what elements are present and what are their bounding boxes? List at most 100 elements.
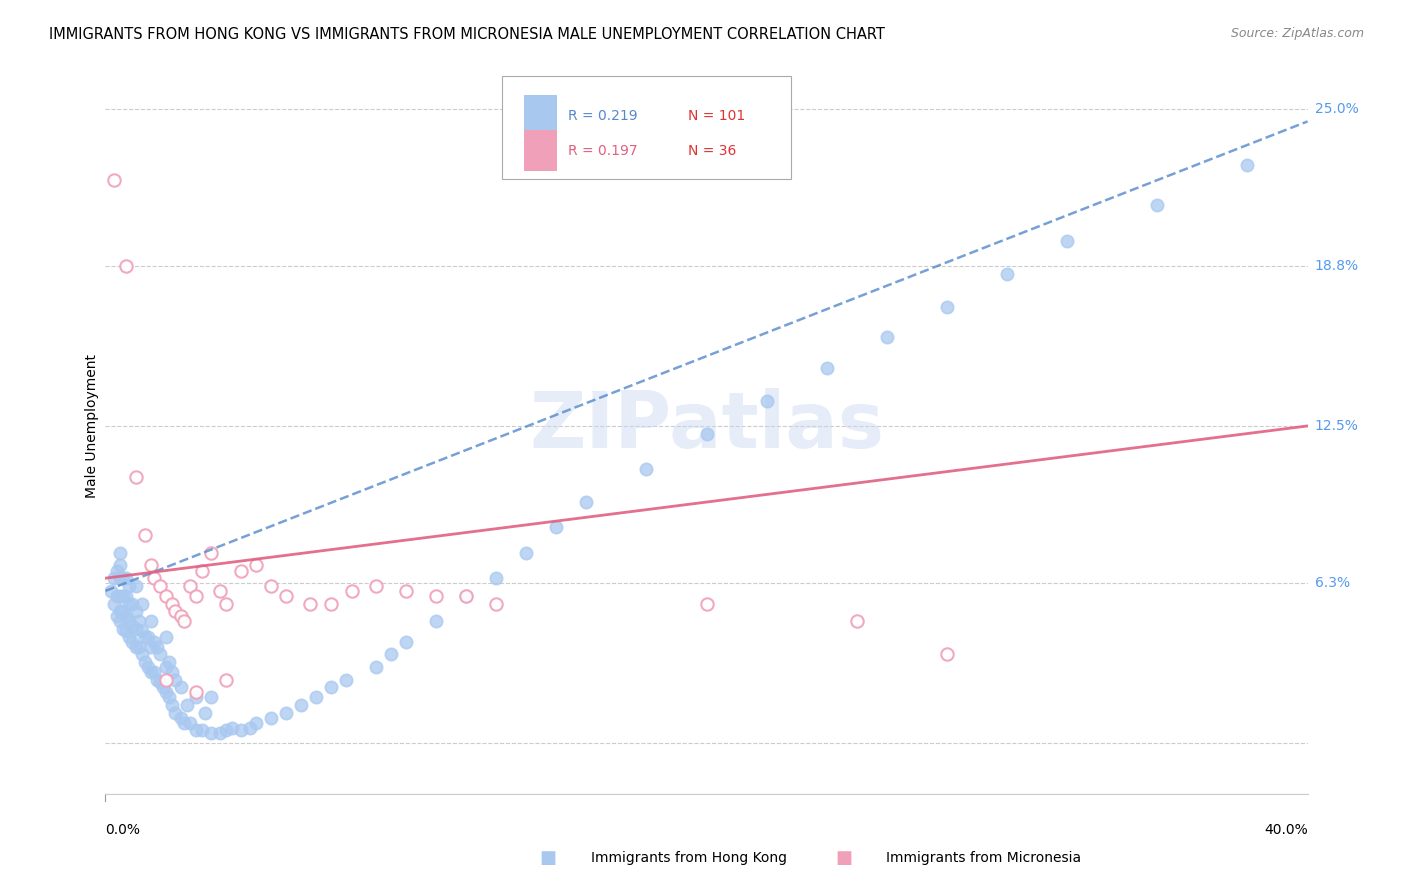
Bar <box>524 95 557 136</box>
Point <box>160 665 183 679</box>
Point <box>395 583 418 598</box>
Point <box>103 571 125 585</box>
Point <box>194 706 217 720</box>
Text: ■: ■ <box>835 849 852 867</box>
Point <box>169 711 191 725</box>
Point <box>239 721 262 735</box>
Point <box>200 690 222 705</box>
Point <box>155 673 177 687</box>
Point <box>229 564 252 578</box>
Point <box>454 589 477 603</box>
Point <box>148 579 170 593</box>
Point <box>1146 198 1168 212</box>
Point <box>112 571 135 585</box>
Point <box>208 583 231 598</box>
Point <box>124 640 146 654</box>
Point <box>139 640 162 654</box>
Point <box>118 597 141 611</box>
Point <box>155 630 177 644</box>
Point <box>100 583 122 598</box>
Point <box>936 300 959 314</box>
Point <box>176 698 198 712</box>
Text: R = 0.197: R = 0.197 <box>568 144 638 158</box>
Point <box>260 711 283 725</box>
Point <box>364 660 387 674</box>
Text: Immigrants from Hong Kong: Immigrants from Hong Kong <box>591 851 786 865</box>
Point <box>155 589 177 603</box>
Point <box>118 615 141 629</box>
Point <box>110 571 132 585</box>
Point <box>636 462 658 476</box>
Point <box>128 640 150 654</box>
Point <box>214 597 236 611</box>
Point <box>110 589 132 603</box>
Point <box>112 589 135 603</box>
Point <box>200 726 222 740</box>
Point <box>134 655 156 669</box>
Point <box>157 690 180 705</box>
Point <box>515 546 537 560</box>
Point <box>121 634 143 648</box>
Text: N = 36: N = 36 <box>689 144 737 158</box>
Point <box>110 546 132 560</box>
Point <box>696 597 718 611</box>
Point <box>169 681 191 695</box>
Point <box>696 426 718 441</box>
Point <box>124 622 146 636</box>
Point <box>115 589 138 603</box>
Text: N = 101: N = 101 <box>689 109 745 122</box>
Point <box>845 615 868 629</box>
Point <box>115 571 138 585</box>
Point <box>184 690 207 705</box>
Text: R = 0.219: R = 0.219 <box>568 109 638 122</box>
Text: 6.3%: 6.3% <box>1315 576 1350 591</box>
Point <box>274 589 297 603</box>
Point <box>575 495 598 509</box>
Point <box>107 589 129 603</box>
Point <box>815 360 838 375</box>
Point <box>163 673 186 687</box>
Point <box>229 723 252 738</box>
Point <box>124 469 146 483</box>
Point <box>160 597 183 611</box>
Point <box>103 597 125 611</box>
Point <box>103 173 125 187</box>
Point <box>155 685 177 699</box>
Point <box>145 640 167 654</box>
Point <box>319 597 342 611</box>
Point <box>173 615 195 629</box>
Point <box>142 634 165 648</box>
Point <box>124 579 146 593</box>
Point <box>995 267 1018 281</box>
Point <box>184 723 207 738</box>
Point <box>115 624 138 639</box>
Point <box>200 546 222 560</box>
Text: ZIPatlas: ZIPatlas <box>529 388 884 464</box>
Point <box>245 715 267 730</box>
Point <box>184 685 207 699</box>
Point <box>124 604 146 618</box>
Point <box>184 589 207 603</box>
FancyBboxPatch shape <box>502 77 790 179</box>
Point <box>136 660 159 674</box>
Point <box>131 648 153 662</box>
Text: 12.5%: 12.5% <box>1315 419 1358 433</box>
Point <box>755 393 778 408</box>
Point <box>169 609 191 624</box>
Point <box>155 660 177 674</box>
Point <box>163 706 186 720</box>
Text: Source: ZipAtlas.com: Source: ZipAtlas.com <box>1230 27 1364 40</box>
Point <box>110 558 132 573</box>
Point <box>208 726 231 740</box>
Text: 18.8%: 18.8% <box>1315 259 1358 273</box>
Point <box>148 648 170 662</box>
Point <box>340 583 363 598</box>
Point <box>115 609 138 624</box>
Point <box>139 558 162 573</box>
Text: ■: ■ <box>540 849 557 867</box>
Point <box>214 723 236 738</box>
Point <box>1236 157 1258 171</box>
Bar <box>524 130 557 170</box>
Text: Immigrants from Micronesia: Immigrants from Micronesia <box>886 851 1081 865</box>
Point <box>134 528 156 542</box>
